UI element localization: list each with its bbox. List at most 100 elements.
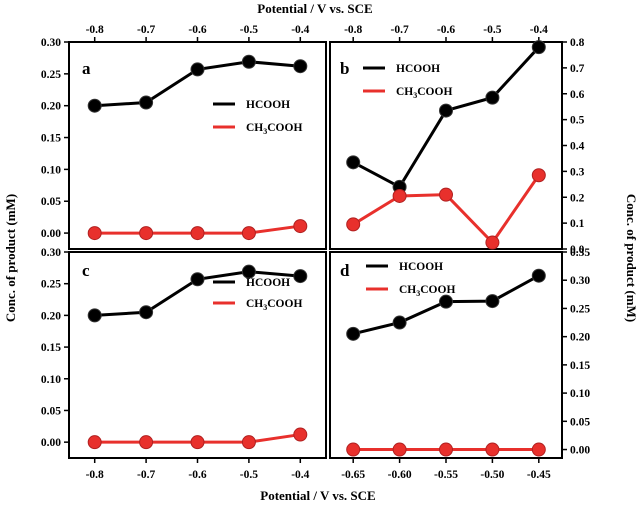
- x-tick-label: -0.50: [480, 469, 504, 481]
- bottom-x-axis-title: Potential / V vs. SCE: [260, 488, 375, 503]
- x-tick-label: -0.45: [527, 469, 551, 481]
- panel-letter: b: [340, 59, 349, 78]
- y-tick-label: 0.05: [41, 405, 61, 417]
- data-point-ch3cooh: [190, 226, 205, 241]
- x-tick-label: -0.8: [344, 24, 362, 36]
- data-point-hcooh: [293, 269, 308, 284]
- x-tick-label: -0.6: [188, 24, 206, 36]
- legend-label-ch3cooh: CH3COOH: [246, 298, 302, 312]
- legend-label-ch3cooh: CH3COOH: [399, 284, 455, 298]
- panel-letter: a: [82, 59, 91, 78]
- x-tick-label: -0.7: [390, 24, 408, 36]
- x-tick-label: -0.6: [437, 24, 455, 36]
- legend-label-hcooh: HCOOH: [399, 261, 443, 273]
- data-point-ch3cooh: [439, 442, 453, 457]
- y-tick-label: 0.25: [41, 279, 61, 291]
- y-tick-label: 0.5: [570, 115, 585, 127]
- data-point-ch3cooh: [190, 435, 205, 450]
- legend-label-ch3cooh: CH3COOH: [246, 122, 302, 136]
- data-point-ch3cooh: [485, 442, 500, 457]
- data-point-hcooh: [190, 62, 205, 77]
- data-point-ch3cooh: [439, 187, 453, 202]
- x-tick-label: -0.5: [483, 24, 501, 36]
- x-tick-label: -0.5: [240, 469, 258, 481]
- data-point-hcooh: [485, 294, 500, 309]
- data-point-ch3cooh: [139, 226, 154, 241]
- x-tick-label: -0.4: [291, 24, 309, 36]
- y-tick-label: 0.15: [570, 360, 590, 372]
- data-point-ch3cooh: [139, 435, 154, 450]
- data-point-hcooh: [139, 95, 154, 110]
- y-tick-label: 0.2: [570, 192, 585, 204]
- x-tick-label: -0.8: [86, 469, 104, 481]
- y-tick-label: 0.6: [570, 89, 585, 101]
- panel-letter: c: [82, 261, 90, 280]
- data-point-hcooh: [190, 272, 205, 287]
- data-point-hcooh: [139, 305, 154, 320]
- x-tick-label: -0.4: [530, 24, 548, 36]
- data-point-hcooh: [439, 294, 453, 309]
- left-y-axis-title: Conc. of product (mM): [3, 194, 18, 322]
- data-point-ch3cooh: [293, 427, 308, 442]
- panel-a: -0.8 -0.7 -0.6 -0.5 -0.4 0.00 0.05 0.10 0.15 0.20…: [41, 24, 327, 250]
- data-point-ch3cooh: [346, 442, 361, 457]
- data-point-hcooh: [531, 40, 546, 55]
- data-point-hcooh: [346, 155, 361, 170]
- y-tick-label: 0.25: [41, 69, 61, 81]
- x-tick-label: -0.6: [188, 469, 206, 481]
- data-point-hcooh: [293, 59, 308, 74]
- y-tick-label: 0.8: [570, 37, 585, 49]
- data-point-hcooh: [87, 308, 102, 323]
- y-tick-label: 0.35: [570, 247, 590, 259]
- x-tick-label: -0.8: [86, 24, 104, 36]
- y-tick-label: 0.4: [570, 141, 585, 153]
- data-point-hcooh: [485, 90, 500, 105]
- y-tick-label: 0.20: [41, 101, 61, 113]
- data-point-ch3cooh: [87, 435, 102, 450]
- y-tick-label: 0.1: [570, 218, 585, 230]
- legend-label-hcooh: HCOOH: [246, 277, 290, 289]
- y-tick-label: 0.0: [570, 244, 585, 256]
- data-point-ch3cooh: [293, 219, 308, 234]
- x-tick-label: -0.7: [137, 469, 155, 481]
- data-point-ch3cooh: [531, 442, 546, 457]
- data-point-ch3cooh: [392, 442, 407, 457]
- data-point-hcooh: [439, 103, 453, 118]
- y-tick-label: 0.30: [41, 247, 61, 259]
- y-tick-label: 0.30: [570, 275, 590, 287]
- data-point-ch3cooh: [87, 226, 102, 241]
- data-point-hcooh: [87, 98, 102, 113]
- panel-c: -0.8 -0.7 -0.6 -0.5 -0.4 0.00 0.05 0.10 0.15 0.20…: [41, 247, 327, 481]
- y-tick-label: 0.05: [41, 196, 61, 208]
- x-tick-label: -0.4: [291, 469, 309, 481]
- y-tick-label: 0.00: [41, 228, 61, 240]
- data-point-hcooh: [531, 268, 546, 283]
- top-x-axis-title: Potential / V vs. SCE: [257, 1, 372, 16]
- y-tick-label: 0.7: [570, 63, 585, 75]
- x-tick-label: -0.65: [341, 469, 365, 481]
- y-tick-label: 0.00: [41, 437, 61, 449]
- legend-label-hcooh: HCOOH: [246, 99, 290, 111]
- y-tick-label: 0.00: [570, 445, 590, 457]
- y-tick-label: 0.25: [570, 303, 590, 315]
- data-point-ch3cooh: [346, 217, 361, 232]
- y-tick-label: 0.15: [41, 342, 61, 354]
- legend-label-ch3cooh: CH3COOH: [396, 86, 452, 100]
- y-tick-label: 0.3: [570, 166, 585, 178]
- y-tick-label: 0.30: [41, 37, 61, 49]
- data-point-hcooh: [392, 315, 407, 330]
- data-point-ch3cooh: [531, 168, 546, 183]
- data-point-hcooh: [241, 54, 256, 69]
- y-tick-label: 0.10: [41, 374, 61, 386]
- legend-label-hcooh: HCOOH: [396, 63, 440, 75]
- y-tick-label: 0.15: [41, 133, 61, 145]
- panel-d: -0.65 -0.60 -0.55 -0.50 -0.45 0.00 0.05 0.10 0.1…: [329, 247, 590, 481]
- series-line-ch3cooh: [352, 174, 541, 245]
- panel-letter: d: [340, 261, 350, 280]
- right-y-axis-title: Conc. of product (mM): [624, 194, 637, 322]
- y-tick-label: 0.20: [570, 332, 590, 344]
- data-point-ch3cooh: [241, 226, 256, 241]
- y-tick-label: 0.10: [41, 164, 61, 176]
- panels: -0.8 -0.7 -0.6 -0.5 -0.40.000.050.100.150.20…: [41, 24, 591, 481]
